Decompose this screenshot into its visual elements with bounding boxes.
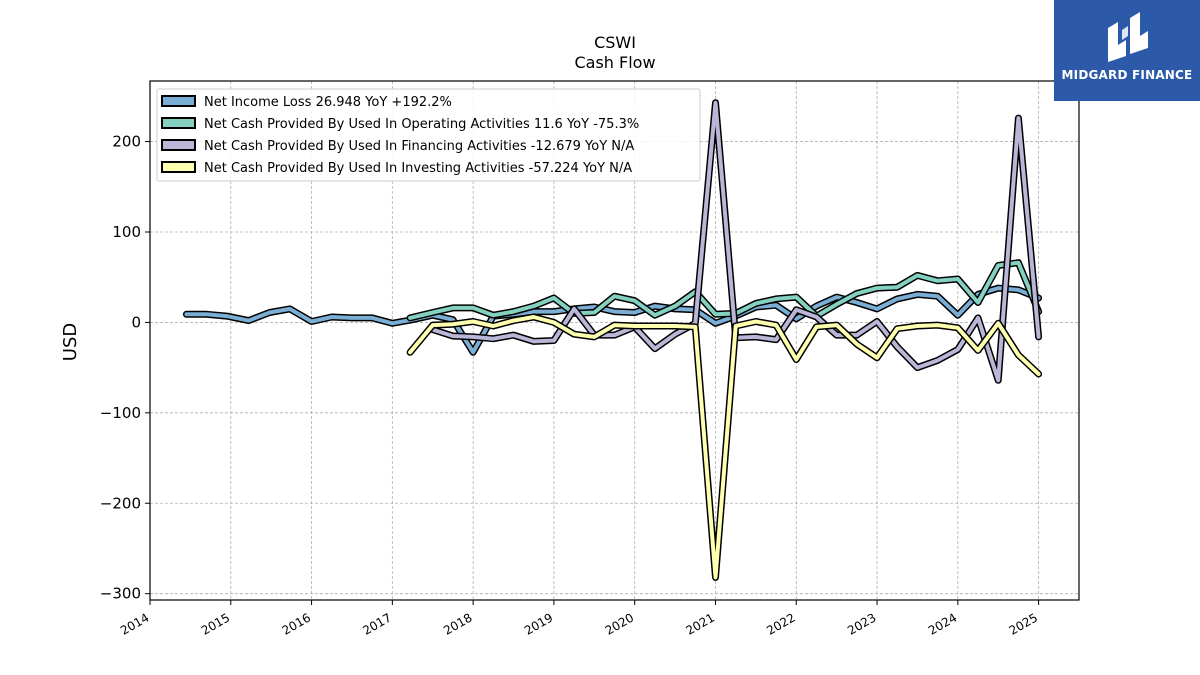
midgard-finance-logo: MIDGARD FINANCE (1054, 0, 1200, 101)
x-tick-label: 2016 (280, 610, 313, 637)
y-tick-label: −300 (100, 585, 141, 603)
series-group (182, 99, 1043, 581)
y-tick-label: −200 (100, 494, 141, 512)
series-line-stroke (408, 315, 1041, 580)
legend-swatch (161, 117, 196, 129)
chart-subtitle: Cash Flow (574, 53, 655, 72)
y-tick-label: 100 (112, 223, 141, 241)
axes: 2014 2015 2016 2017 2018 2019 2020 2021 2022 2023… (100, 133, 1040, 638)
y-axis-label: USD (60, 323, 81, 361)
y-tick-label: 0 (131, 313, 141, 331)
series-line-outline (406, 259, 1043, 322)
legend: Net Income Loss 26.948 YoY +192.2% Net Ca… (156, 88, 701, 182)
x-tick-label: 2014 (118, 610, 151, 637)
legend-swatch (161, 139, 196, 151)
x-tick-label: 2019 (522, 610, 555, 637)
series-line-4 (406, 313, 1043, 581)
series-line-stroke (408, 260, 1041, 320)
legend-entry: Net Cash Provided By Used In Operating A… (204, 117, 639, 132)
legend-box (156, 88, 701, 182)
legend-entry: Net Cash Provided By Used In Investing A… (204, 161, 632, 176)
midgard-finance-logo-icon (1108, 12, 1148, 62)
logo-text: MIDGARD FINANCE (1061, 68, 1193, 82)
series-line-1 (182, 284, 1043, 356)
x-tick-label: 2022 (764, 610, 797, 637)
x-tick-label: 2018 (441, 610, 474, 637)
x-tick-label: 2020 (603, 610, 636, 637)
plot-frame (149, 80, 1080, 601)
x-tick-label: 2024 (926, 610, 959, 637)
x-tick-label: 2015 (199, 610, 232, 637)
legend-entry: Net Income Loss 26.948 YoY +192.2% (204, 95, 452, 110)
x-tick-label: 2021 (684, 610, 717, 637)
legend-entry: Net Cash Provided By Used In Financing A… (204, 139, 634, 154)
chart-title: CSWI (594, 33, 636, 52)
x-tick-label: 2023 (845, 610, 878, 637)
legend-swatch (161, 161, 196, 173)
x-tick-label: 2017 (360, 610, 393, 637)
legend-swatch (161, 95, 196, 107)
y-tick-label: 200 (112, 133, 141, 151)
series-line-stroke (184, 286, 1041, 355)
series-line-2 (406, 259, 1043, 322)
x-tick-label: 2025 (1007, 610, 1040, 637)
y-tick-label: −100 (100, 404, 141, 422)
